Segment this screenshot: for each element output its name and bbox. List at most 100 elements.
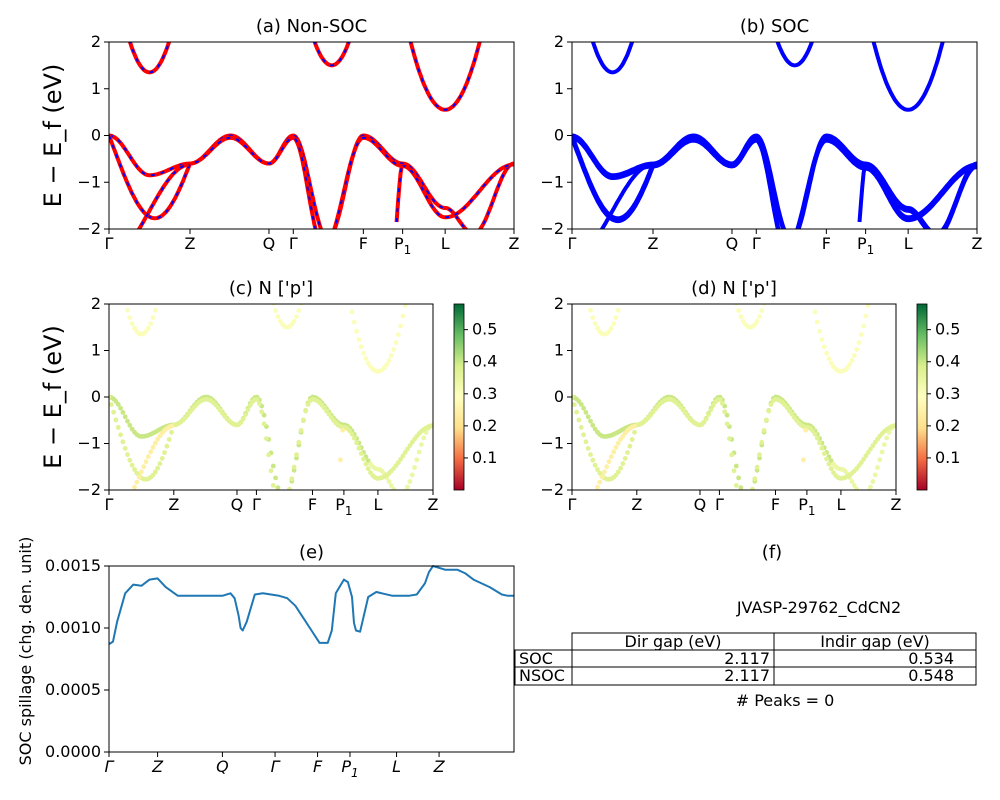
band-point (750, 486, 755, 490)
band-point (849, 358, 855, 363)
band-point (821, 451, 827, 456)
y-axis-label-e: SOC spillage (chg. den. unit) (16, 537, 35, 766)
band-point (287, 486, 292, 490)
band-point (847, 362, 853, 367)
band-point (398, 323, 403, 329)
y-tick-label: 0.0015 (45, 556, 101, 575)
kpoint-label: Γ (105, 234, 114, 253)
band-point (349, 309, 355, 315)
y-tick-label: 2 (91, 32, 101, 51)
band-point (736, 475, 741, 481)
band-point (572, 394, 575, 400)
band-point (581, 405, 586, 411)
band-point (619, 304, 622, 305)
band-point (291, 318, 297, 324)
kpoint-label: L (373, 495, 382, 514)
band-point (814, 435, 820, 441)
band-point (150, 445, 156, 450)
band-point (303, 408, 309, 414)
band-point (877, 457, 883, 463)
band-point (611, 321, 617, 326)
band-point (627, 443, 633, 449)
panel-title-d: (d) N ['p'] (691, 278, 777, 299)
band-point (578, 402, 584, 407)
y-axis-label: E − E_f (eV) (39, 325, 67, 469)
band-point (361, 350, 366, 356)
band-line (599, 162, 867, 229)
band-point (384, 362, 390, 367)
band-point (143, 329, 149, 334)
band-point (115, 402, 121, 407)
band-point (296, 439, 302, 445)
band-point (132, 467, 137, 472)
band-point (863, 453, 869, 459)
band-point (127, 315, 133, 320)
panel-title-c: (c) N ['p'] (229, 278, 313, 299)
band-point (599, 474, 605, 480)
x-tick-label: Q (694, 495, 707, 514)
kpoint-label: Q (263, 234, 276, 253)
band-point (254, 397, 260, 402)
band-point (294, 452, 299, 458)
band-point (604, 464, 610, 470)
x-tick-label: Q (216, 757, 229, 776)
y-tick-label: 0 (91, 126, 101, 145)
band-point (294, 314, 299, 319)
band-point (391, 347, 397, 352)
band-point (578, 425, 584, 430)
kpoint-label: Q (694, 495, 707, 514)
y-tick-label: 1 (554, 79, 564, 98)
band-point (618, 465, 623, 471)
band-point (588, 452, 593, 457)
colorbar-tick-label: 0.3 (472, 384, 497, 403)
x-tick-label: Z (648, 234, 659, 253)
x-tick-label: Γ (252, 495, 261, 514)
band-point (414, 457, 420, 463)
band-point (870, 479, 876, 484)
kpoint-label: Z (648, 234, 659, 253)
band-point (150, 315, 156, 320)
band-point (868, 484, 873, 490)
x-tick-label: Γ (752, 234, 761, 253)
band-point (122, 414, 128, 420)
kpoint-label: Γ (289, 234, 298, 253)
y-tick-label: 2 (91, 294, 101, 313)
band-point (738, 485, 744, 490)
band-point (136, 474, 142, 480)
y-tick-label: −2 (77, 219, 101, 238)
band-point (298, 428, 304, 433)
band-point (148, 449, 154, 455)
band-point (129, 462, 135, 468)
band-point (734, 304, 739, 306)
band-point (365, 466, 371, 472)
band-point (169, 423, 174, 429)
band-point (757, 452, 762, 458)
band-point (275, 485, 281, 490)
kpoint-label: Z (151, 757, 164, 776)
band-point (872, 472, 878, 478)
band-point (139, 469, 144, 475)
band-point (351, 319, 357, 325)
band-line-dashed (137, 163, 403, 229)
band-point (430, 423, 433, 429)
band-point (388, 353, 394, 358)
band-point (400, 313, 406, 319)
kpoint-label: Γ (715, 495, 724, 514)
band-point (595, 484, 600, 490)
table-row-label: NSOC (519, 666, 565, 685)
x-tick-label: Γ (715, 495, 724, 514)
y-tick-label: −1 (540, 172, 564, 191)
band-point (264, 436, 269, 441)
kpoint-label: P (335, 495, 345, 514)
band-point (412, 465, 417, 470)
band-point (613, 315, 619, 320)
kpoint-label: Γ (105, 757, 115, 776)
projected-bands-c (109, 304, 433, 490)
x-tick-label: P1 (798, 495, 815, 518)
band-point (109, 402, 114, 407)
band-point (722, 409, 728, 415)
band-point (738, 314, 744, 319)
band-point (129, 321, 135, 326)
kpoint-label: L (836, 495, 845, 514)
band-point (865, 450, 871, 455)
